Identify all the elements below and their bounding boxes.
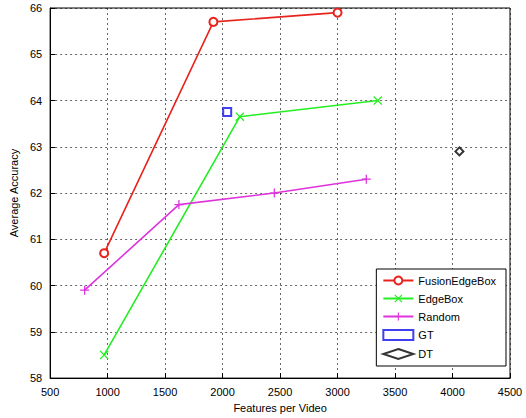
svg-text:4500: 4500 — [498, 386, 522, 398]
svg-text:Random: Random — [418, 311, 460, 323]
svg-text:Average Accuracy: Average Accuracy — [8, 148, 20, 237]
svg-text:1500: 1500 — [153, 386, 177, 398]
svg-text:FusionEdgeBox: FusionEdgeBox — [418, 275, 496, 287]
svg-text:3500: 3500 — [383, 386, 407, 398]
svg-text:63: 63 — [30, 141, 42, 153]
svg-text:500: 500 — [41, 386, 59, 398]
svg-text:Features per Video: Features per Video — [233, 402, 326, 414]
svg-text:EdgeBox: EdgeBox — [418, 293, 463, 305]
svg-text:GT: GT — [418, 329, 434, 341]
svg-text:64: 64 — [30, 95, 42, 107]
svg-text:61: 61 — [30, 233, 42, 245]
svg-text:2000: 2000 — [210, 386, 234, 398]
svg-text:60: 60 — [30, 280, 42, 292]
svg-text:66: 66 — [30, 2, 42, 14]
svg-text:58: 58 — [30, 372, 42, 384]
svg-text:65: 65 — [30, 48, 42, 60]
svg-text:2500: 2500 — [268, 386, 292, 398]
svg-text:DT: DT — [418, 348, 433, 360]
svg-text:1000: 1000 — [95, 386, 119, 398]
svg-text:59: 59 — [30, 326, 42, 338]
svg-text:62: 62 — [30, 187, 42, 199]
svg-text:4000: 4000 — [440, 386, 464, 398]
svg-text:3000: 3000 — [325, 386, 349, 398]
